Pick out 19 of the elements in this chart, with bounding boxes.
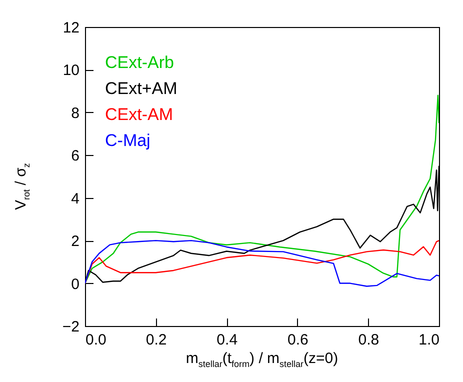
text: C-Maj	[105, 131, 150, 150]
y-tick-label: 4	[71, 190, 80, 208]
x-tick-label: 0.2	[146, 332, 167, 348]
x-tick-label: 1.0	[418, 332, 440, 348]
y-tick-label: 6	[71, 148, 80, 165]
text: CExt-Arb	[105, 53, 174, 72]
y-tick-label: 8	[71, 104, 80, 122]
x-tick-label: 0.8	[358, 332, 380, 348]
x-tick-label: 0.6	[287, 332, 308, 348]
x-tick-label: 0.4	[216, 332, 238, 348]
y-tick-label: 0	[71, 276, 80, 293]
y-tick-label: 10	[62, 62, 80, 80]
x-axis-title: m$_{stellar}$(t$_{form}$) / m$_{stellar}$(z=0)	[184, 350, 340, 369]
y-tick-label: −2	[62, 318, 80, 336]
y-tick-label: 12	[62, 20, 80, 36]
text: CExt-AM	[105, 105, 173, 124]
text: CExt+AM	[105, 79, 178, 98]
x-tick-label: 0.0	[86, 332, 106, 348]
y-tick-label: 2	[71, 233, 80, 250]
